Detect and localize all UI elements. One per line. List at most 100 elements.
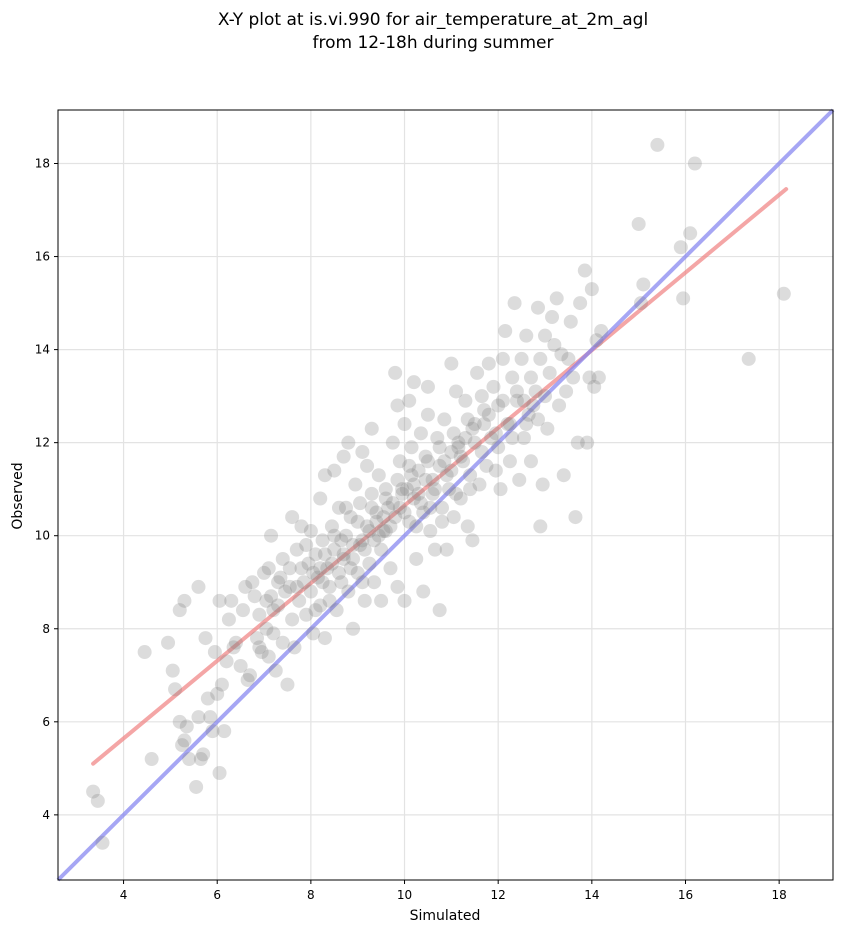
scatter-point: [397, 593, 412, 608]
scatter-point: [425, 472, 440, 487]
scatter-point: [566, 370, 581, 385]
scatter-point: [336, 449, 351, 464]
scatter-point: [376, 510, 391, 525]
scatter-point: [573, 296, 588, 311]
scatter-point: [458, 393, 473, 408]
scatter-point: [505, 431, 520, 446]
scatter-point: [533, 351, 548, 366]
scatter-point: [233, 658, 248, 673]
scatter-point: [252, 640, 267, 655]
y-tick-label: 8: [42, 622, 50, 636]
scatter-point: [172, 603, 187, 618]
scatter-point: [631, 216, 646, 231]
scatter-point: [456, 454, 471, 469]
scatter-point: [392, 500, 407, 515]
scatter-point: [355, 575, 370, 590]
scatter-point: [587, 379, 602, 394]
scatter-point: [563, 314, 578, 329]
scatter-point: [296, 575, 311, 590]
scatter-point: [144, 752, 159, 767]
scatter-point: [350, 514, 365, 529]
scatter-point: [306, 565, 321, 580]
scatter-point: [741, 351, 756, 366]
scatter-point: [287, 640, 302, 655]
scatter-point: [327, 528, 342, 543]
scatter-point: [442, 482, 457, 497]
scatter-point: [423, 524, 438, 539]
scatter-point: [240, 672, 255, 687]
scatter-point: [460, 412, 475, 427]
scatter-point: [439, 542, 454, 557]
scatter-point: [299, 538, 314, 553]
scatter-point: [261, 649, 276, 664]
scatter-point: [388, 365, 403, 380]
scatter-point: [228, 635, 243, 650]
scatter-point: [453, 491, 468, 506]
scatter-point: [444, 444, 459, 459]
scatter-point: [221, 612, 236, 627]
scatter-point: [465, 421, 480, 436]
scatter-point: [360, 519, 375, 534]
scatter-point: [530, 412, 545, 427]
scatter-point: [776, 286, 791, 301]
scatter-point: [353, 538, 368, 553]
scatter-point: [481, 407, 496, 422]
scatter-point: [404, 468, 419, 483]
y-tick-label: 16: [35, 250, 50, 264]
scatter-point: [95, 835, 110, 850]
y-tick-label: 12: [35, 436, 50, 450]
scatter-point: [355, 444, 370, 459]
scatter-point: [324, 556, 339, 571]
scatter-point: [444, 463, 459, 478]
grid: [58, 110, 833, 880]
scatter-point: [367, 533, 382, 548]
identity-line-path: [56, 108, 835, 882]
scatter-point: [245, 575, 260, 590]
scatter-point: [444, 356, 459, 371]
scatter-point: [676, 291, 691, 306]
scatter-point: [437, 454, 452, 469]
scatter-point: [266, 626, 281, 641]
scatter-point: [282, 579, 297, 594]
scatter-point: [275, 635, 290, 650]
scatter-point: [264, 589, 279, 604]
scatter-point: [271, 598, 286, 613]
scatter-point: [556, 468, 571, 483]
scatter-point: [168, 682, 183, 697]
scatter-point: [561, 351, 576, 366]
scatter-point: [285, 612, 300, 627]
scatter-point: [636, 277, 651, 292]
scatter-point: [177, 733, 192, 748]
scatter-point: [343, 510, 358, 525]
scatter-point: [418, 449, 433, 464]
scatter-point: [406, 491, 421, 506]
scatter-point: [86, 784, 101, 799]
scatter-point: [439, 468, 454, 483]
scatter-point: [432, 603, 447, 618]
scatter-point: [334, 575, 349, 590]
scatter-point: [303, 524, 318, 539]
scatter-point: [224, 593, 239, 608]
scatter-point: [315, 533, 330, 548]
scatter-point: [196, 747, 211, 762]
scatter-point: [463, 482, 478, 497]
scatter-point: [538, 389, 553, 404]
scatter-point: [673, 240, 688, 255]
scatter-point: [266, 603, 281, 618]
scatter-point: [259, 621, 274, 636]
scatter-point: [502, 454, 517, 469]
x-axis-label: Simulated: [410, 908, 481, 924]
y-axis-label: Observed: [10, 462, 26, 529]
scatter-point: [315, 575, 330, 590]
scatter-point: [189, 779, 204, 794]
scatter-point: [463, 468, 478, 483]
scatter-point: [317, 468, 332, 483]
scatter-point: [451, 440, 466, 455]
scatter-point: [437, 412, 452, 427]
scatter-point: [430, 431, 445, 446]
scatter-point: [313, 491, 328, 506]
scatter-point: [282, 561, 297, 576]
scatter-point: [406, 477, 421, 492]
scatter-point: [299, 607, 314, 622]
scatter-point: [385, 496, 400, 511]
